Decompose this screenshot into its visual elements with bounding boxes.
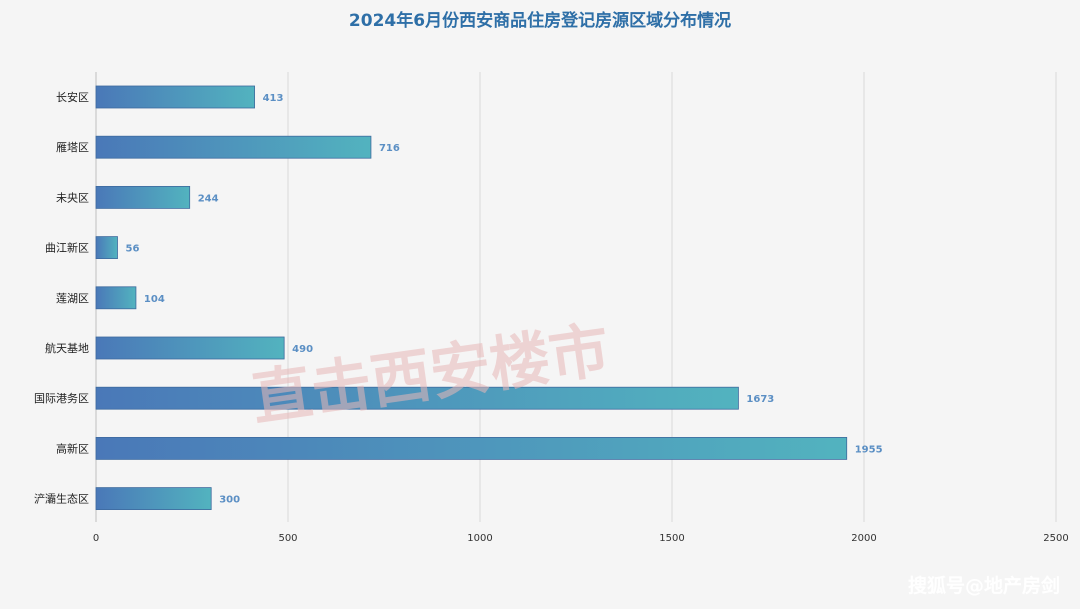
x-tick-label: 2000 [851,533,876,544]
bar [95,135,372,159]
data-label: 300 [219,495,240,506]
watermark: 直击西安楼市 [248,315,614,434]
credit-label: 搜狐号@地产房剑 [908,574,1060,597]
x-tick-label: 1500 [659,533,684,544]
data-label: 490 [292,344,313,355]
data-label: 413 [263,93,284,104]
category-label: 航天基地 [45,341,89,355]
bar [95,386,739,410]
data-label: 104 [144,294,165,305]
bar [95,85,255,109]
bar [95,487,212,511]
bars [95,85,848,511]
category-label: 未央区 [56,191,89,204]
bar [95,436,848,460]
chart-title: 2024年6月份西安商品住房登记房源区域分布情况 [349,10,731,31]
bar [95,185,191,209]
category-label: 曲江新区 [45,241,89,255]
labels: 0 500 1000 1500 2000 2500 长安区 413 雁塔区 716 未央区 244 曲江… [34,90,1069,544]
data-label: 1955 [855,444,883,455]
x-tick-label: 500 [278,533,297,544]
category-label: 高新区 [56,441,89,455]
category-label: 莲湖区 [56,292,89,305]
data-label: 56 [126,244,140,255]
category-label: 国际港务区 [34,392,89,405]
data-label: 1673 [746,394,774,405]
category-label: 浐灞生态区 [34,492,89,506]
bar [95,236,118,260]
data-label: 716 [379,143,400,154]
x-tick-label: 2500 [1043,533,1068,544]
x-tick-label: 1000 [467,533,492,544]
category-label: 雁塔区 [56,141,89,154]
x-tick-label: 0 [93,533,99,544]
category-label: 长安区 [56,90,89,104]
data-label: 244 [198,193,219,204]
bar [95,286,137,310]
bar [95,336,285,360]
